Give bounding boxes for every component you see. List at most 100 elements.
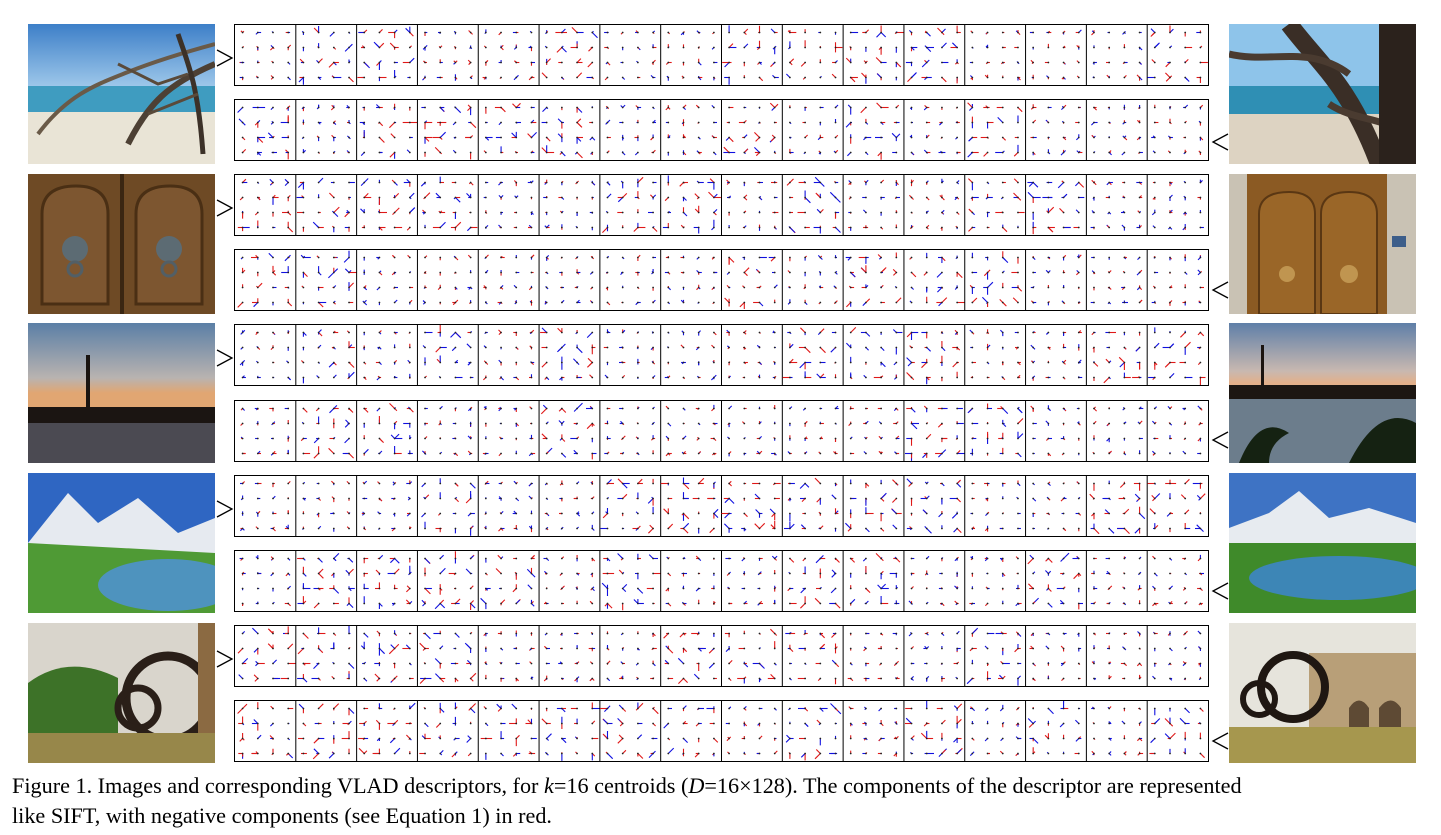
descriptor-bin [712, 271, 715, 274]
descriptor-bin [712, 361, 715, 364]
descriptor-component [571, 27, 578, 33]
descriptor-bin [1032, 407, 1035, 410]
descriptor-bin [1017, 422, 1019, 425]
descriptor-component [860, 107, 867, 114]
descriptor-bin [1062, 256, 1065, 259]
descriptor-bin [804, 151, 807, 154]
descriptor-bin [1047, 121, 1050, 124]
descriptor-bin [773, 211, 776, 214]
descriptor-bin [424, 331, 426, 334]
descriptor-bin [636, 76, 639, 79]
descriptor-component [819, 182, 825, 187]
descriptor-bin [591, 271, 594, 274]
descriptor-component [906, 332, 912, 338]
descriptor-bin [804, 301, 807, 304]
descriptor-bin [925, 422, 928, 425]
descriptor-bin [941, 61, 943, 64]
descriptor-bin [1169, 196, 1171, 199]
descriptor-bin [1123, 361, 1126, 364]
descriptor-bin [1123, 452, 1126, 455]
descriptor-bin [1184, 256, 1187, 259]
descriptor-bin [545, 46, 548, 49]
descriptor-bin [1093, 346, 1095, 349]
descriptor-bin [728, 376, 731, 379]
descriptor-bin [439, 226, 442, 229]
descriptor-bin [302, 256, 305, 259]
left-image-beach [28, 24, 215, 164]
descriptor-bin [545, 376, 548, 379]
descriptor-bin [880, 136, 883, 139]
descriptor-bin [332, 211, 335, 214]
descriptor-bin [302, 286, 305, 289]
descriptor-bin [1123, 376, 1126, 379]
descriptor-bin [819, 346, 822, 349]
descriptor-bin [1108, 452, 1111, 455]
descriptor-bin [1062, 422, 1065, 425]
descriptor-bin [408, 286, 411, 289]
descriptor-bin [1138, 226, 1141, 229]
descriptor-bin [1001, 301, 1004, 304]
descriptor-bin [621, 181, 624, 184]
descriptor-bin [1001, 181, 1004, 184]
descriptor-bin [712, 136, 715, 139]
descriptor-bin [1199, 271, 1202, 274]
descriptor-bin [545, 211, 548, 214]
descriptor-bin [758, 361, 761, 364]
descriptor-bin [743, 331, 746, 334]
descriptor-bin [728, 422, 731, 425]
descriptor-bin [469, 46, 472, 49]
descriptor-bin [408, 301, 411, 304]
descriptor-bin [545, 256, 548, 259]
descriptor-bin [348, 76, 350, 79]
descriptor-bin [1077, 452, 1080, 455]
descriptor-bin [910, 271, 913, 274]
descriptor-component [941, 297, 948, 303]
descriptor-bin [560, 226, 563, 229]
descriptor-component [390, 133, 396, 138]
descriptor-bin [408, 376, 411, 379]
descriptor-bin [1184, 226, 1187, 229]
descriptor-component [1002, 408, 1009, 414]
descriptor-bin [1199, 151, 1202, 154]
descriptor-bin [439, 271, 442, 274]
descriptor-bin [606, 211, 609, 214]
descriptor-bin [332, 527, 335, 530]
descriptor-bin [469, 527, 472, 530]
descriptor-bin [1153, 31, 1156, 34]
descriptor-bin [1199, 46, 1202, 49]
descriptor-component [561, 408, 567, 413]
descriptor-bin [652, 376, 654, 379]
descriptor-bin [348, 301, 350, 304]
descriptor-bin [834, 271, 837, 274]
descriptor-bin [849, 226, 852, 229]
descriptor-bin [591, 331, 594, 334]
descriptor-bin [484, 151, 487, 154]
descriptor-bin [378, 422, 381, 425]
descriptor-bin [332, 407, 335, 410]
descriptor-bin [500, 196, 502, 199]
descriptor-bin [773, 226, 776, 229]
descriptor-bin [515, 196, 518, 199]
descriptor-bin [1017, 361, 1019, 364]
descriptor-bin [302, 196, 305, 199]
descriptor-bin [272, 256, 274, 259]
descriptor-bin [712, 151, 715, 154]
descriptor-bin [712, 452, 715, 455]
descriptor-bin [439, 482, 442, 485]
descriptor-bin [363, 331, 366, 334]
descriptor-bin [986, 331, 989, 334]
descriptor-bin [1169, 271, 1171, 274]
descriptor-bin [925, 361, 928, 364]
descriptor-bin [1001, 407, 1004, 410]
descriptor-bin [621, 196, 624, 199]
descriptor-bin [1184, 61, 1187, 64]
descriptor-component [511, 132, 517, 138]
descriptor-bin [272, 46, 274, 49]
descriptor-component [333, 212, 339, 217]
descriptor-bin [804, 76, 807, 79]
descriptor-bin [530, 271, 533, 274]
descriptor-component [941, 77, 947, 83]
descriptor-bin [758, 136, 761, 139]
right-image-sunset [1229, 323, 1416, 463]
descriptor-bin [332, 482, 335, 485]
